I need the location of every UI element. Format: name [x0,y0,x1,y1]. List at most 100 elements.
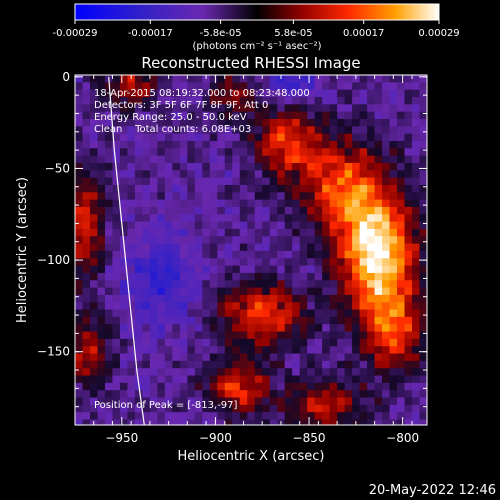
heatmap-cell [217,390,226,399]
colorbar [74,3,440,21]
heatmap-cell [307,272,316,281]
heatmap-cell [314,316,323,325]
heatmap-cell [277,96,286,105]
heatmap-cell [262,360,271,369]
heatmap-cell [224,214,233,223]
heatmap-cell [329,82,338,91]
heatmap-cell [322,111,331,120]
heatmap-cell [119,346,128,355]
heatmap-cell [134,258,143,267]
heatmap-cell [127,390,136,399]
heatmap-cell [239,331,248,340]
heatmap-cell [202,324,211,333]
heatmap-cell [75,155,83,164]
heatmap-cell [187,140,196,149]
heatmap-cell [277,133,286,142]
heatmap-cell [89,302,98,311]
heatmap-cell [149,82,158,91]
heatmap-cell [104,148,113,157]
heatmap-cell [179,126,188,135]
heatmap-cell [329,294,338,303]
heatmap-cell [172,375,181,384]
heatmap-cell [82,353,91,362]
heatmap-cell [367,96,376,105]
heatmap-cell [337,214,346,223]
heatmap-cell [232,96,241,105]
heatmap-cell [157,243,166,252]
heatmap-cell [82,199,91,208]
heatmap-cell [352,148,361,157]
heatmap-cell [187,382,196,391]
heatmap-cell [344,104,353,113]
colorbar-tick-label: 5.8e-05 [274,28,312,39]
heatmap-cell [412,397,421,406]
annotation-time-range: 18-Apr-2015 08:19:32.000 to 08:23:48.000 [94,88,310,99]
heatmap-cell [292,162,301,171]
heatmap-cell [224,82,233,91]
heatmap-cell [157,397,166,406]
heatmap-cell [104,346,113,355]
heatmap-cell [179,382,188,391]
heatmap-cell [209,140,218,149]
heatmap-cell [262,272,271,281]
heatmap-cell [337,243,346,252]
heatmap-cell [254,155,263,164]
heatmap-cell [247,404,256,413]
heatmap-cell [187,280,196,289]
heatmap-cell [194,382,203,391]
heatmap-cell [389,397,398,406]
heatmap-cell [322,346,331,355]
heatmap-cell [232,390,241,399]
heatmap-cell [404,118,413,127]
heatmap-cell [284,368,293,377]
heatmap-cell [292,170,301,179]
heatmap-cell [307,294,316,303]
heatmap-cell [307,126,316,135]
heatmap-cell [359,177,368,186]
heatmap-cell [374,148,383,157]
heatmap-cell [419,382,427,391]
heatmap-cell [179,353,188,362]
heatmap-cell [337,221,346,230]
heatmap-cell [397,118,406,127]
heatmap-cell [284,177,293,186]
heatmap-cell [367,360,376,369]
heatmap-cell [157,214,166,223]
heatmap-cell [247,419,256,425]
heatmap-cell [352,104,361,113]
heatmap-cell [344,75,353,83]
heatmap-cell [224,228,233,237]
heatmap-cell [97,104,106,113]
heatmap-cell [187,118,196,127]
heatmap-cell [179,89,188,98]
heatmap-cell [277,346,286,355]
heatmap-cell [374,346,383,355]
heatmap-cell [307,324,316,333]
heatmap-cell [149,96,158,105]
heatmap-cell [299,404,308,413]
heatmap-cell [389,89,398,98]
heatmap-cell [262,265,271,274]
heatmap-cell [164,228,173,237]
heatmap-cell [404,272,413,281]
heatmap-cell [217,118,226,127]
heatmap-cell [239,390,248,399]
heatmap-cell [202,250,211,259]
heatmap-cell [89,309,98,318]
heatmap-cell [89,104,98,113]
heatmap-cell [187,265,196,274]
heatmap-cell [232,243,241,252]
heatmap-cell [412,280,421,289]
heatmap-cell [75,397,83,406]
heatmap-cell [179,82,188,91]
heatmap-cell [97,243,106,252]
heatmap-cell [172,192,181,201]
heatmap-cell [254,82,263,91]
heatmap-cell [307,368,316,377]
heatmap-cell [412,302,421,311]
heatmap-cell [75,280,83,289]
heatmap-cell [75,148,83,157]
heatmap-cell [202,170,211,179]
heatmap-cell [202,382,211,391]
heatmap-cell [82,250,91,259]
